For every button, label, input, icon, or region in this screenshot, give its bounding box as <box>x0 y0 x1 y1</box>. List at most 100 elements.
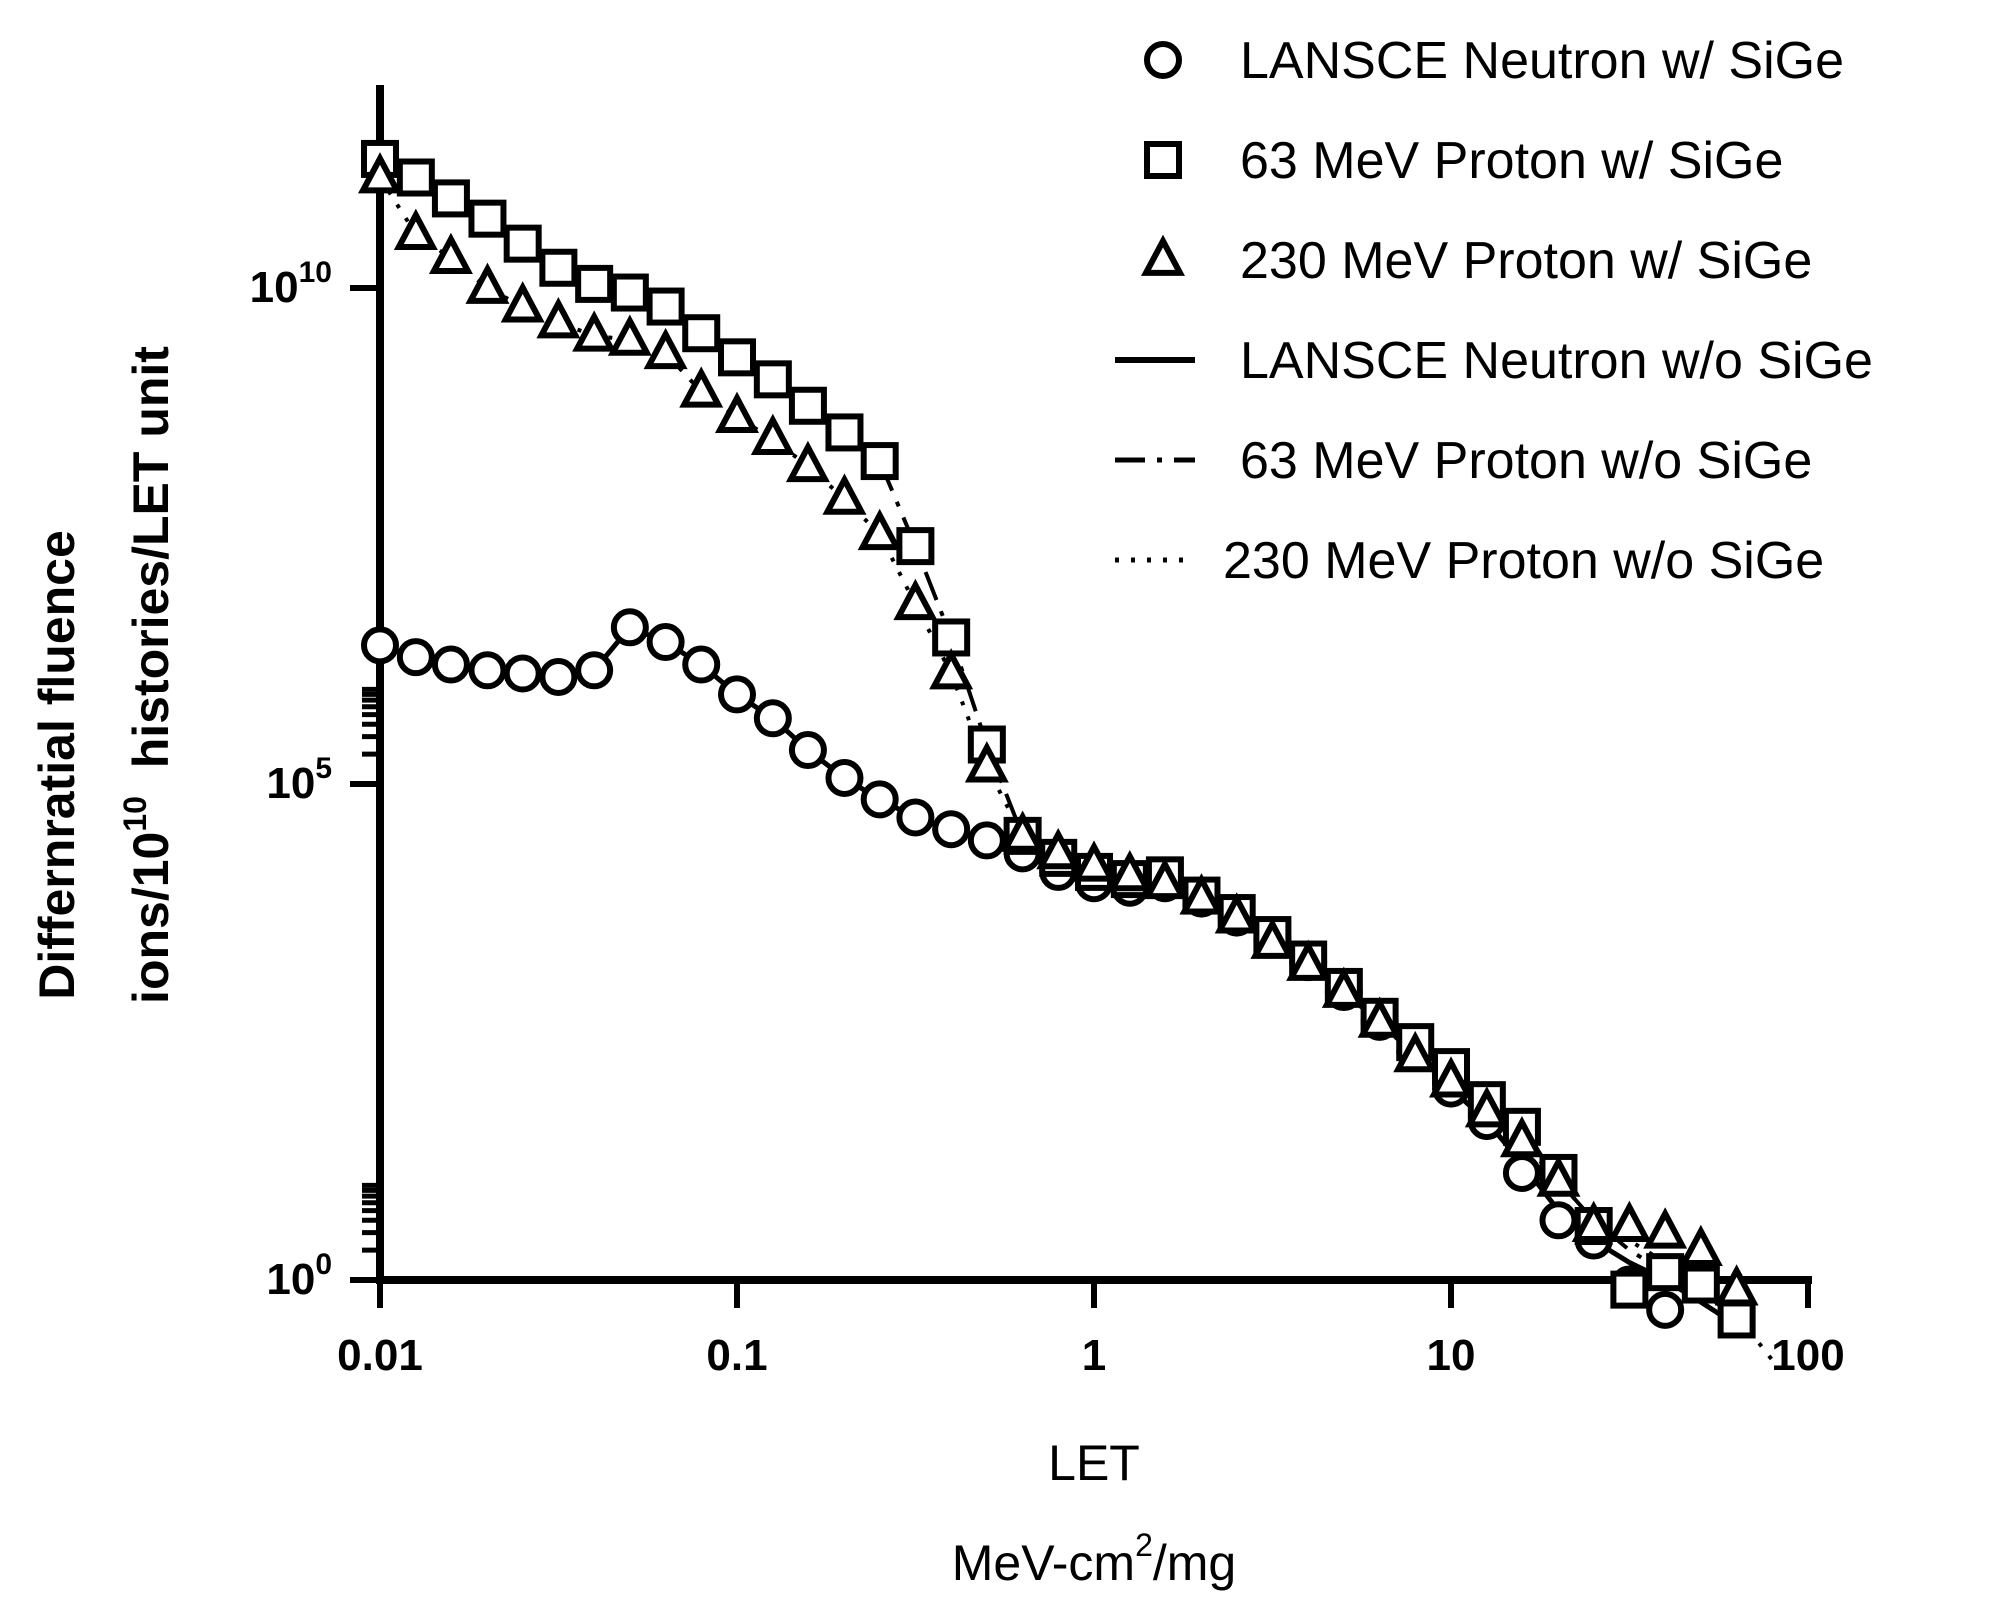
x-tick-label-4: 100 <box>1771 1331 1844 1380</box>
series-0-point-33 <box>1539 1201 1578 1240</box>
y-axis-title-suffix: histories/LET unit <box>123 346 179 796</box>
series-1-point-11 <box>753 360 792 399</box>
y-axis-title-line1: Differnratial fluence <box>29 530 85 1000</box>
series-0-point-7 <box>610 608 649 647</box>
series-2-point-38 <box>1714 1264 1759 1306</box>
y-tick-base-1: 10 <box>266 759 315 808</box>
series-0-point-10 <box>718 675 756 714</box>
series-2-point-25 <box>1250 917 1295 959</box>
series-1-point-8 <box>646 287 685 326</box>
series-2-point-33 <box>1536 1155 1581 1197</box>
series-2-point-29 <box>1393 1030 1438 1073</box>
series-2-point-26 <box>1286 939 1331 981</box>
y-tick-base-2: 10 <box>250 263 299 312</box>
series-0-point-8 <box>646 623 685 662</box>
y-tick-label-0: 100 <box>266 1248 332 1304</box>
series-line-3 <box>379 624 1738 1328</box>
series-1-point-15 <box>896 527 935 566</box>
series-0-point-11 <box>753 699 792 738</box>
series-1-point-35 <box>1610 1270 1649 1309</box>
x-tick-label-2: 1 <box>1082 1331 1106 1380</box>
series-2-point-1 <box>393 208 438 250</box>
series-0-point-5 <box>539 657 578 696</box>
series-2-point-7 <box>607 314 652 356</box>
series-2-point-18 <box>1000 810 1045 852</box>
series-0-point-3 <box>468 651 507 690</box>
legend-label-2: 230 MeV Proton w/ SiGe <box>1240 232 1812 290</box>
series-1-point-4 <box>503 224 542 263</box>
series-0-point-16 <box>932 810 971 849</box>
series-1-point-10 <box>718 338 756 377</box>
series-1-point-1 <box>396 158 435 197</box>
legend-symbol-0 <box>1144 41 1182 79</box>
series-2-point-6 <box>572 310 617 352</box>
series-2-point-23 <box>1179 873 1224 915</box>
y-tick-exp-1: 5 <box>315 752 332 785</box>
series-2-point-13 <box>822 473 867 515</box>
y-axis-title-sup: 10 <box>117 796 153 832</box>
series-2-point-10 <box>715 391 759 433</box>
y-tick-base-0: 10 <box>266 1255 315 1304</box>
legend-label-3: LANSCE Neutron w/o SiGe <box>1240 332 1873 390</box>
series-2-point-36 <box>1643 1207 1688 1249</box>
series-0-point-1 <box>396 638 435 677</box>
series-0-point-32 <box>1502 1153 1541 1192</box>
y-tick-label-2: 1010 <box>250 256 332 312</box>
legend-label-1: 63 MeV Proton w/ SiGe <box>1240 132 1783 190</box>
series-0-point-36 <box>1646 1290 1685 1329</box>
series-1-point-3 <box>468 199 507 238</box>
series-1-point-6 <box>575 264 614 303</box>
series-0-point-9 <box>682 645 721 684</box>
series-2-point-8 <box>643 327 688 370</box>
series-2-point-35 <box>1607 1200 1652 1242</box>
x-tick-label-0: 0.01 <box>337 1331 423 1380</box>
series-2-point-9 <box>679 366 724 408</box>
series-2-point-19 <box>1036 827 1081 870</box>
series-0-point-12 <box>788 731 827 770</box>
series-2-point-31 <box>1464 1086 1509 1128</box>
series-2-point-20 <box>1072 840 1116 882</box>
series-2-point-11 <box>750 413 795 455</box>
legend-symbol-1 <box>1144 141 1182 179</box>
legend-label-4: 63 MeV Proton w/o SiGe <box>1240 432 1812 490</box>
series-1-point-7 <box>610 273 649 312</box>
series-2-point-24 <box>1214 892 1259 934</box>
legend-label-0: LANSCE Neutron w/ SiGe <box>1240 32 1844 90</box>
series-0-point-13 <box>825 758 864 797</box>
series-2-point-12 <box>785 440 830 483</box>
series-2-point-0 <box>358 152 402 194</box>
series-1-point-14 <box>860 442 899 481</box>
series-2-point-4 <box>500 281 545 323</box>
series-0-point-17 <box>967 821 1006 860</box>
series-0-point-6 <box>575 651 614 690</box>
series-2-point-22 <box>1142 857 1187 900</box>
y-axis-title-line2: ions/1010 histories/LET unit <box>117 346 179 1004</box>
x-axis-title: LET <box>1048 1435 1140 1491</box>
x-tick-label-1: 0.1 <box>706 1331 767 1380</box>
series-0-point-14 <box>860 780 899 819</box>
y-axis-title-prefix: ions/10 <box>123 832 179 1004</box>
series-0-point-15 <box>896 798 935 837</box>
legend-symbol-2 <box>1141 234 1185 276</box>
series-0-point-0 <box>361 626 399 665</box>
series-0-point-4 <box>503 654 542 693</box>
series-1-point-12 <box>788 386 827 425</box>
series-group <box>358 139 1774 1362</box>
x-axis-unit-prefix: MeV-cm <box>952 1535 1135 1591</box>
series-2-point-30 <box>1429 1056 1473 1098</box>
series-2-point-28 <box>1357 996 1402 1038</box>
x-axis-unit-suffix: /mg <box>1153 1535 1236 1591</box>
y-tick-label-1: 105 <box>266 752 332 808</box>
series-2-point-37 <box>1678 1224 1723 1267</box>
x-axis-unit-sup: 2 <box>1135 1527 1153 1563</box>
series-1-point-38 <box>1717 1300 1756 1339</box>
series-2-point-15 <box>893 578 938 621</box>
series-2-point-27 <box>1321 966 1366 1008</box>
legend-label-5: 230 MeV Proton w/o SiGe <box>1223 532 1824 590</box>
series-2-point-32 <box>1499 1115 1544 1158</box>
series-2-point-3 <box>465 262 510 304</box>
axes-group <box>350 85 1812 1308</box>
series-2-point-2 <box>428 232 473 275</box>
